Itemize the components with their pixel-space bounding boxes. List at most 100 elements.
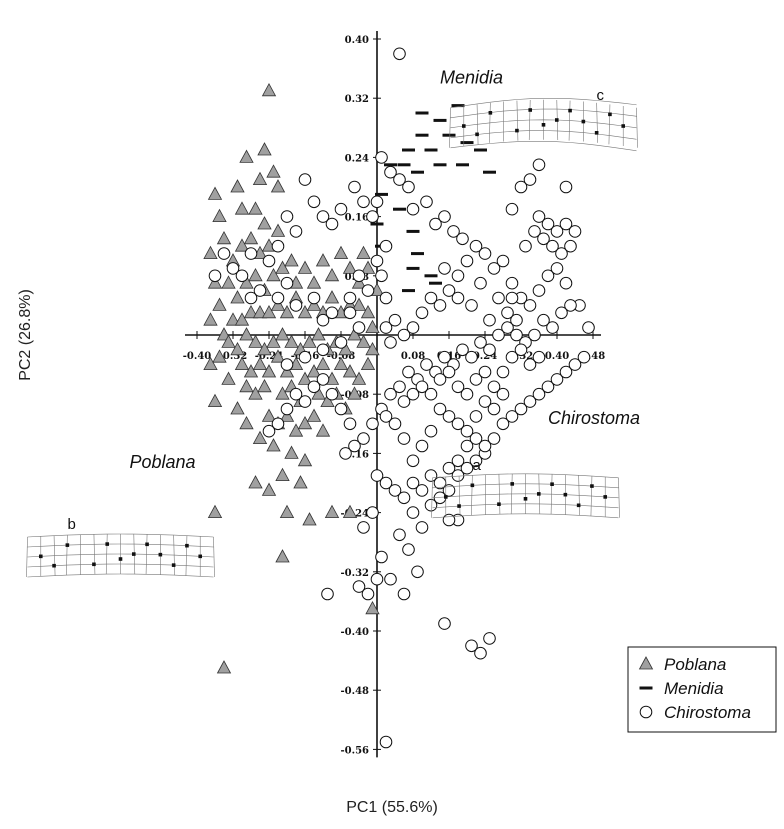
point-poblana — [351, 371, 367, 385]
point-chirostoma — [564, 299, 577, 312]
point-chirostoma — [474, 276, 487, 290]
point-chirostoma — [514, 402, 528, 416]
point-chirostoma — [298, 350, 312, 364]
point-poblana — [216, 660, 232, 674]
deformation-grid-c: c — [449, 87, 638, 152]
point-chirostoma — [397, 491, 411, 505]
landmark — [554, 118, 559, 122]
point-poblana — [261, 364, 277, 378]
point-poblana — [342, 260, 358, 274]
point-chirostoma — [438, 262, 451, 275]
point-poblana — [288, 423, 304, 437]
grid-line — [53, 535, 56, 576]
legend-marker-menidia — [639, 686, 653, 690]
y-tick-label: 0.32 — [345, 94, 369, 105]
point-menidia — [411, 170, 424, 174]
point-menidia — [429, 281, 442, 285]
point-chirostoma — [357, 521, 370, 534]
point-menidia — [370, 222, 384, 226]
point-poblana — [252, 356, 268, 371]
grid-line — [185, 535, 188, 576]
point-poblana — [257, 216, 272, 230]
point-chirostoma — [289, 387, 303, 401]
landmark — [536, 492, 541, 496]
point-chirostoma — [532, 284, 546, 297]
point-chirostoma — [550, 225, 564, 238]
point-chirostoma — [321, 587, 334, 601]
landmark — [603, 495, 608, 499]
point-chirostoma — [469, 410, 483, 423]
point-chirostoma — [442, 513, 456, 527]
point-chirostoma — [523, 395, 537, 408]
point-poblana — [324, 290, 340, 304]
point-poblana — [266, 164, 281, 178]
point-poblana — [230, 401, 245, 415]
point-chirostoma — [442, 484, 456, 497]
point-chirostoma — [555, 306, 568, 320]
point-poblana — [297, 304, 313, 319]
point-poblana — [311, 327, 326, 341]
point-chirostoma — [550, 262, 564, 275]
point-chirostoma — [424, 469, 438, 482]
point-chirostoma — [505, 350, 519, 364]
point-chirostoma — [370, 572, 384, 586]
point-chirostoma — [393, 380, 406, 394]
point-chirostoma — [474, 646, 487, 660]
grid-letter-c: c — [597, 87, 605, 104]
point-chirostoma — [348, 180, 361, 194]
legend: Poblana Menidia Chirostoma — [627, 646, 777, 733]
grid-line — [458, 476, 461, 517]
point-chirostoma — [451, 269, 465, 283]
point-chirostoma — [424, 387, 438, 401]
point-poblana — [243, 304, 259, 319]
point-chirostoma — [528, 328, 541, 342]
point-poblana — [230, 179, 245, 193]
point-chirostoma — [388, 484, 402, 497]
landmark — [92, 562, 96, 567]
grid-line — [27, 573, 214, 578]
landmark — [118, 557, 123, 561]
grid-line — [105, 534, 108, 575]
point-poblana — [315, 423, 331, 437]
grid-line — [596, 102, 598, 143]
point-chirostoma — [289, 299, 303, 312]
point-chirostoma — [433, 373, 447, 386]
point-poblana — [252, 304, 268, 319]
point-chirostoma — [379, 410, 393, 423]
point-menidia — [411, 252, 424, 256]
point-chirostoma — [451, 291, 465, 305]
landmark — [38, 554, 43, 559]
landmark — [145, 542, 149, 547]
point-chirostoma — [343, 417, 357, 431]
point-poblana — [297, 260, 313, 274]
point-chirostoma — [406, 454, 420, 468]
point-chirostoma — [537, 313, 550, 327]
landmark — [443, 495, 448, 499]
point-chirostoma — [343, 291, 357, 305]
point-chirostoma — [415, 484, 429, 497]
deformation-grids: a b c — [26, 87, 638, 578]
point-chirostoma — [388, 313, 402, 327]
point-chirostoma — [532, 158, 546, 172]
point-poblana — [257, 378, 272, 393]
point-chirostoma — [483, 343, 496, 357]
point-poblana — [279, 408, 295, 422]
legend-box — [627, 646, 777, 733]
point-chirostoma — [550, 373, 564, 386]
point-chirostoma — [438, 210, 451, 223]
grid-line — [450, 141, 637, 152]
x-tick-label: 0.32 — [509, 351, 533, 362]
point-chirostoma — [460, 387, 474, 401]
landmark — [52, 563, 56, 568]
point-chirostoma — [424, 291, 438, 305]
point-chirostoma — [433, 299, 447, 312]
point-chirostoma — [406, 387, 420, 401]
point-poblana — [302, 512, 317, 526]
point-poblana — [230, 290, 245, 304]
point-chirostoma — [496, 417, 510, 431]
y-axis-ticks: 0.400.320.240.160.08-0.08-0.16-0.24-0.32… — [340, 35, 381, 756]
point-poblana — [221, 334, 236, 348]
x-tick-label: 0.24 — [473, 351, 497, 362]
point-poblana — [333, 245, 349, 260]
landmark — [131, 552, 136, 556]
